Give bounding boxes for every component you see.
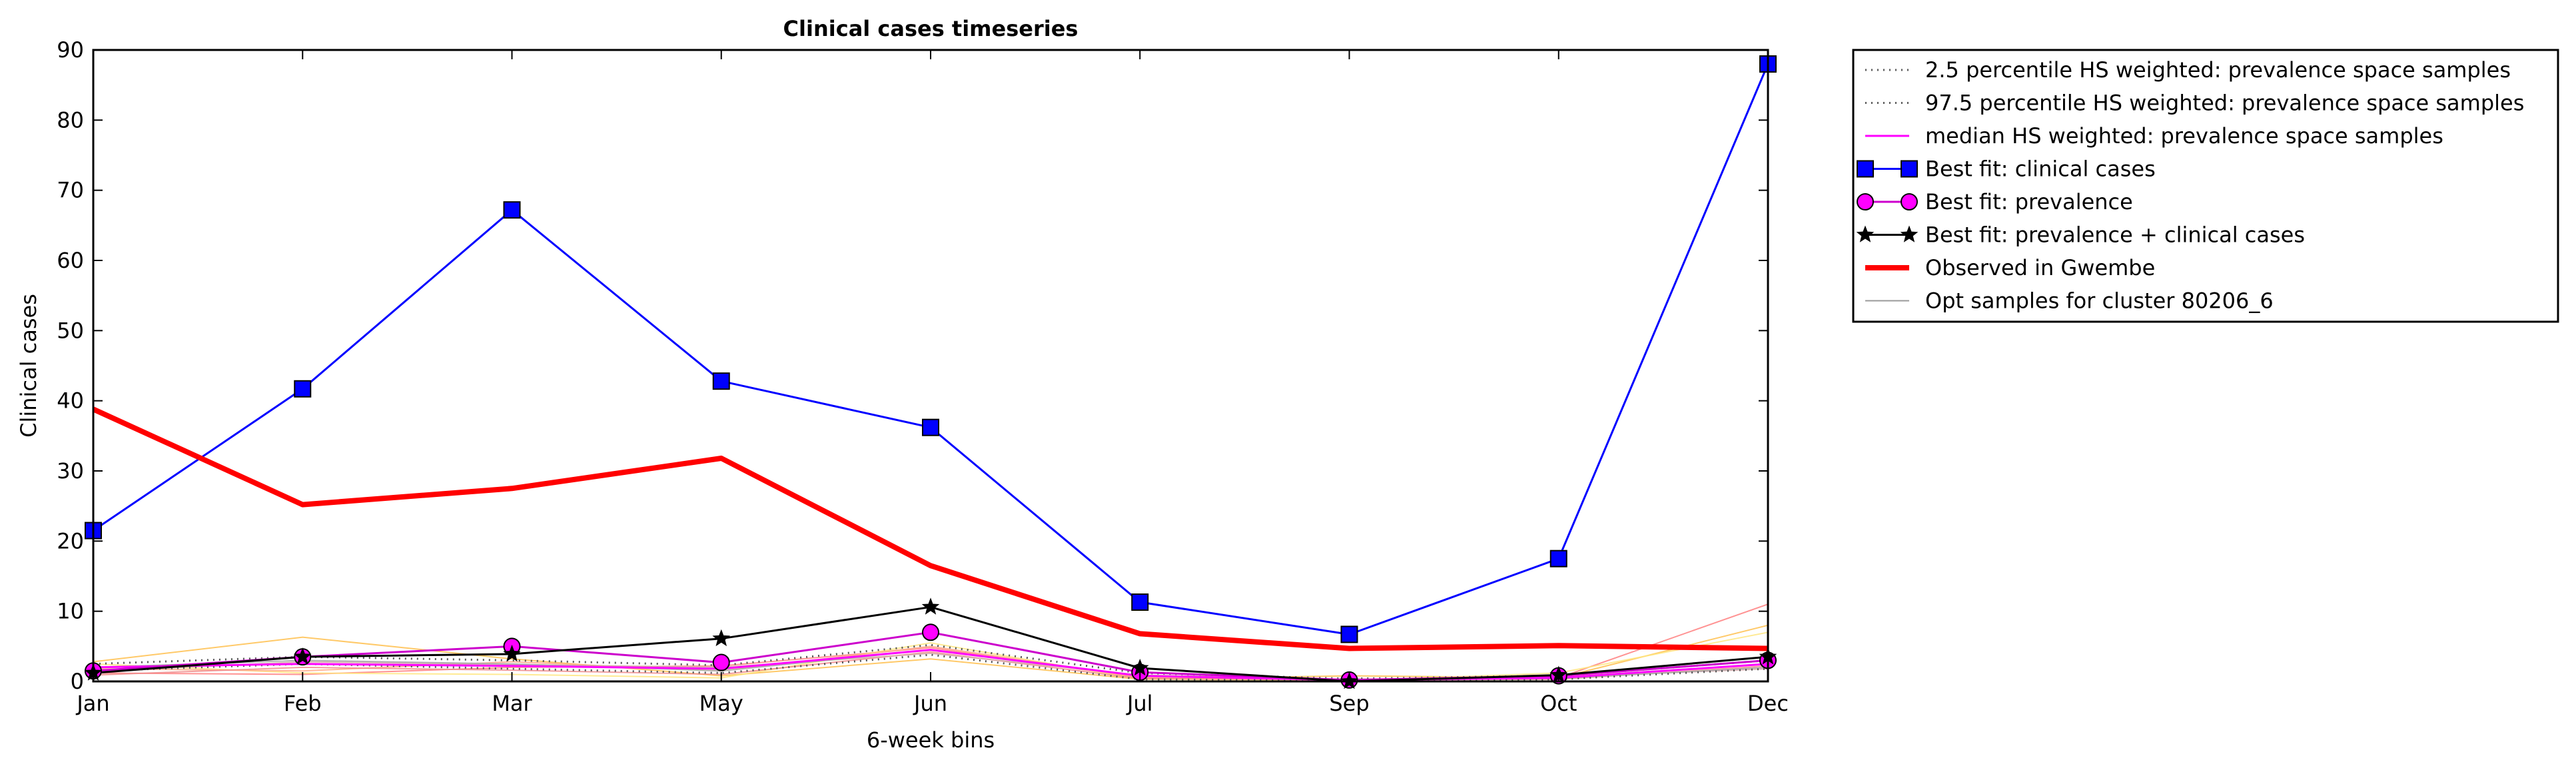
- legend-box: [1852, 49, 2559, 323]
- y-axis-label: Clinical cases: [16, 294, 41, 438]
- legend-marker-3-a: [1857, 160, 1874, 178]
- legend: 2.5 percentile HS weighted: prevalence s…: [1852, 49, 2559, 323]
- legend-marker-4-b: [1901, 193, 1918, 210]
- x-tick-label: Dec: [1747, 691, 1789, 716]
- x-axis-label: 6-week bins: [867, 727, 995, 753]
- series-3-point-5: [1131, 593, 1149, 611]
- series-3-point-1: [294, 380, 312, 398]
- legend-label-1: 97.5 percentile HS weighted: prevalence …: [1925, 91, 2524, 116]
- sample-line-2: [93, 631, 1769, 681]
- legend-marker-4-a: [1857, 193, 1874, 210]
- legend-label-5: Best fit: prevalence + clinical cases: [1925, 222, 2305, 248]
- x-tick-label: Jul: [1126, 691, 1153, 716]
- y-tick-label: 50: [57, 318, 84, 343]
- x-tick-label: May: [699, 691, 743, 716]
- x-tick-label: Sep: [1329, 691, 1369, 716]
- series-5-point-4: [921, 597, 940, 615]
- series-line-3: [93, 63, 1769, 635]
- series-3-point-6: [1340, 625, 1358, 643]
- y-tick-label: 60: [57, 248, 84, 273]
- series-5-point-5: [1130, 659, 1149, 676]
- y-tick-label: 90: [57, 37, 84, 63]
- series-line-6: [92, 406, 1769, 651]
- y-tick-label: 20: [57, 528, 84, 554]
- series-5-point-2: [503, 644, 521, 662]
- y-tick-label: 80: [57, 107, 84, 133]
- legend-label-7: Opt samples for cluster 80206_6: [1925, 288, 2274, 314]
- legend-marker-5-a: [1856, 225, 1875, 242]
- x-tick-label: Jun: [913, 691, 947, 716]
- series-3-point-7: [1549, 550, 1567, 568]
- legend-label-4: Best fit: prevalence: [1925, 189, 2133, 214]
- legend-label-2: median HS weighted: prevalence space sam…: [1925, 123, 2443, 149]
- plot-frame: [92, 49, 1769, 683]
- series-4-point-3: [712, 653, 730, 671]
- legend-marker-3-b: [1901, 160, 1918, 178]
- y-tick-label: 40: [57, 388, 84, 414]
- x-tick-label: Mar: [492, 691, 532, 716]
- y-tick-label: 70: [57, 178, 84, 203]
- series-3-point-4: [922, 418, 939, 436]
- series-5-point-3: [712, 629, 731, 647]
- legend-label-0: 2.5 percentile HS weighted: prevalence s…: [1925, 57, 2511, 83]
- series-3-point-2: [503, 201, 521, 219]
- x-tick-label: Oct: [1540, 691, 1577, 716]
- y-tick-label: 0: [71, 669, 84, 694]
- legend-marker-5-b: [1900, 225, 1919, 242]
- series-line-0: [93, 653, 1769, 682]
- y-tick-label: 10: [57, 599, 84, 624]
- x-tick-label: Feb: [284, 691, 322, 716]
- x-tick-label: Jan: [75, 691, 109, 716]
- series-line-2: [93, 649, 1769, 681]
- series-3-point-3: [712, 372, 730, 390]
- legend-label-6: Observed in Gwembe: [1925, 255, 2155, 280]
- y-tick-label: 30: [57, 458, 84, 484]
- legend-label-3: Best fit: clinical cases: [1925, 157, 2156, 182]
- series-5-point-1: [293, 647, 312, 665]
- series-4-point-4: [922, 623, 939, 641]
- chart-title: Clinical cases timeseries: [783, 16, 1078, 41]
